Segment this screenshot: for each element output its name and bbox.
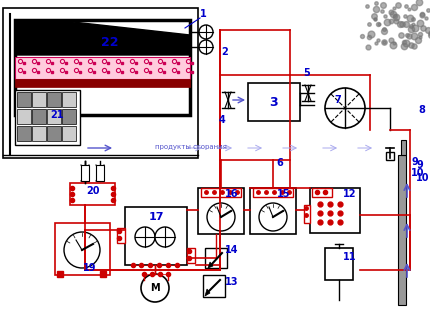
Bar (324, 248, 352, 280)
Polygon shape (205, 289, 209, 296)
Text: 11: 11 (342, 252, 356, 262)
Bar (96, 165, 104, 181)
Text: 17: 17 (148, 212, 163, 222)
Bar (303, 205, 309, 223)
Bar (62, 109, 76, 124)
Bar (15, 79, 190, 87)
Text: 2: 2 (221, 47, 228, 57)
Bar (311, 188, 331, 197)
Text: 9: 9 (416, 160, 422, 170)
Text: 3: 3 (269, 95, 278, 109)
Circle shape (141, 274, 169, 302)
Bar (17, 92, 31, 107)
Text: 6: 6 (276, 158, 283, 168)
Text: 8: 8 (418, 105, 424, 115)
Bar (32, 109, 46, 124)
Bar (397, 155, 405, 305)
Bar (385, 152, 393, 160)
Text: 15: 15 (276, 189, 290, 199)
Bar (15, 57, 190, 79)
Bar (117, 228, 125, 243)
Circle shape (199, 25, 212, 39)
Bar (81, 165, 89, 181)
Polygon shape (15, 20, 190, 55)
Bar (55, 223, 110, 275)
Text: 4: 4 (218, 115, 225, 125)
Text: M: M (150, 283, 160, 293)
Text: 10: 10 (410, 168, 424, 178)
Bar (47, 109, 61, 124)
Circle shape (258, 203, 286, 231)
Bar (32, 92, 46, 107)
Bar (47, 126, 61, 141)
Bar (205, 248, 227, 268)
Circle shape (206, 203, 234, 231)
Text: 1: 1 (199, 9, 206, 19)
Bar (15, 90, 80, 145)
Text: 14: 14 (225, 245, 238, 255)
Text: продукты сгорания: продукты сгорания (155, 144, 226, 150)
Bar (17, 109, 31, 124)
Text: 7: 7 (334, 95, 341, 105)
Bar (47, 92, 61, 107)
Bar (125, 207, 187, 265)
Polygon shape (208, 262, 212, 268)
Circle shape (199, 40, 212, 54)
Text: 21: 21 (50, 110, 64, 120)
Circle shape (155, 227, 175, 247)
Text: 16: 16 (225, 189, 238, 199)
Bar (309, 188, 359, 233)
Bar (249, 188, 295, 234)
Bar (32, 126, 46, 141)
Bar (17, 126, 31, 141)
Bar (70, 183, 115, 205)
Circle shape (324, 88, 364, 128)
Text: 19: 19 (83, 263, 96, 273)
Text: 22: 22 (101, 35, 119, 49)
Bar (252, 188, 292, 197)
Bar (187, 248, 194, 263)
Text: 9: 9 (411, 157, 418, 167)
Bar (15, 20, 190, 115)
Bar (247, 83, 299, 121)
Text: 10: 10 (415, 173, 429, 183)
Bar (400, 140, 405, 155)
Bar (3, 8, 197, 158)
Text: 12: 12 (342, 189, 356, 199)
Bar (62, 126, 76, 141)
Bar (62, 92, 76, 107)
Bar (203, 275, 224, 297)
Circle shape (64, 232, 100, 268)
Text: 5: 5 (303, 68, 310, 78)
Bar (197, 188, 243, 234)
Circle shape (135, 227, 155, 247)
Text: 13: 13 (225, 277, 238, 287)
Bar (200, 188, 240, 197)
Text: 20: 20 (86, 186, 99, 196)
